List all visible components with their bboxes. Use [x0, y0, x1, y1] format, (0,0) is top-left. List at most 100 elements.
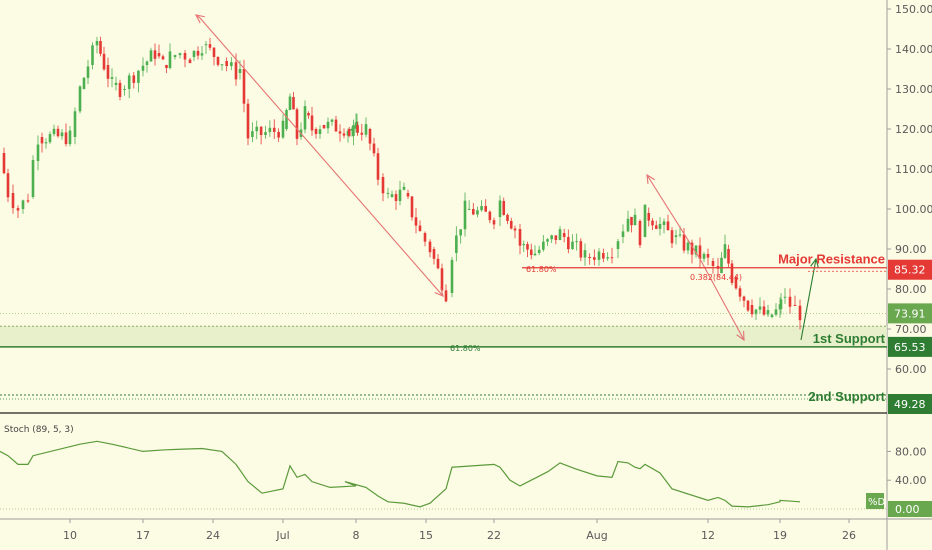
candle-body — [11, 193, 15, 209]
stoch-y-tick-label-0: 80.00 — [895, 445, 927, 458]
first-support-label: 1st Support — [813, 331, 886, 346]
candle-body — [647, 213, 651, 221]
candle-body — [423, 233, 427, 242]
candle-body — [428, 241, 432, 253]
candle-body — [616, 241, 620, 249]
candle-body — [347, 129, 351, 136]
candle-body — [95, 41, 99, 46]
x-tick-label-2: 24 — [206, 529, 220, 542]
resistance-pricebox-text: 85.32 — [894, 264, 926, 277]
resistance-pricebox-bg — [888, 259, 932, 280]
candle-body — [26, 200, 30, 202]
candle-body — [398, 189, 402, 202]
candle-body — [727, 249, 730, 264]
candle-body — [234, 62, 238, 80]
candle-body — [110, 77, 114, 79]
candle-body — [338, 131, 342, 134]
candle-body — [606, 257, 609, 259]
candle-body — [246, 103, 250, 139]
candle-body — [372, 143, 376, 154]
candle-body — [583, 250, 587, 258]
arrow-down-1-start-head — [194, 14, 205, 24]
candle-body — [64, 132, 68, 145]
candle-body — [742, 296, 746, 301]
x-tick-label-1: 17 — [136, 529, 150, 542]
candle-body — [356, 125, 359, 133]
first-support-pricebox-bg — [888, 336, 932, 357]
candle-body — [488, 211, 492, 221]
candle-body — [165, 65, 168, 69]
candle-body — [610, 257, 614, 259]
candle-body — [56, 128, 60, 137]
candle-body — [783, 296, 787, 298]
stoch-d-line — [0, 440, 801, 508]
candle-body — [268, 127, 272, 133]
candle-body — [149, 50, 153, 62]
stoch-value-badge-text: 0.00 — [895, 503, 920, 516]
candle-body — [132, 75, 136, 83]
candle-body — [212, 47, 216, 57]
candle-body — [178, 53, 182, 56]
candle-body — [350, 128, 354, 131]
candle-body — [220, 64, 224, 66]
candle-body — [537, 249, 541, 253]
candle-body — [242, 69, 246, 104]
candle-body — [651, 220, 654, 226]
first-support-pricebox-text: 65.53 — [894, 341, 926, 354]
candle-body — [754, 309, 758, 315]
candle-body — [682, 234, 686, 251]
candle-body — [734, 277, 738, 289]
arrow-down-1-head — [434, 287, 444, 297]
second-support-pricebox-bg — [888, 394, 932, 414]
stoch-y-tick-label-1: 40.00 — [895, 474, 927, 487]
candle-body — [334, 119, 338, 132]
candle-body — [626, 218, 630, 232]
candle-body — [788, 296, 792, 307]
candle-body — [192, 50, 196, 57]
candle-body — [310, 115, 314, 131]
candle-body — [550, 235, 553, 240]
arrow-up — [800, 258, 817, 341]
x-tick-label-8: 12 — [701, 529, 715, 542]
candle-body — [798, 305, 802, 321]
candle-body — [738, 288, 742, 297]
candle-body — [509, 220, 513, 229]
y-tick-label-3: 120.00 — [895, 123, 932, 136]
candle-body — [390, 194, 394, 197]
candle-body — [225, 61, 228, 67]
candle-body — [476, 210, 479, 215]
candle-body — [352, 125, 355, 136]
candle-body — [381, 177, 385, 194]
candle-body — [546, 239, 549, 242]
candle-body — [21, 200, 25, 209]
candle-body — [2, 153, 6, 174]
candle-body — [444, 290, 448, 302]
candle-body — [643, 204, 647, 237]
y-tick-label-0: 150.00 — [895, 3, 932, 16]
candle-body — [48, 134, 52, 143]
arrow-up-head — [810, 257, 819, 268]
candle-body — [118, 82, 122, 97]
candle-body — [40, 137, 44, 144]
candle-body — [285, 110, 288, 129]
candle-body — [506, 214, 509, 221]
candle-body — [342, 133, 346, 136]
candle-body — [196, 50, 200, 56]
candle-body — [492, 220, 496, 225]
y-tick-label-6: 90.00 — [895, 243, 927, 256]
last-price-box-text: 73.91 — [894, 307, 926, 320]
candle-body — [711, 261, 715, 266]
candle-body — [102, 53, 106, 70]
stoch-value-badge-bg — [888, 501, 932, 517]
fib-label-resistance: 61.80% — [526, 265, 557, 274]
candle-body — [360, 132, 364, 135]
candle-body — [82, 77, 86, 89]
candle-body — [762, 306, 766, 315]
candle-body — [440, 268, 444, 291]
candle-body — [255, 126, 259, 132]
candle-body — [277, 131, 280, 138]
candle-body — [750, 305, 754, 315]
arrow-down-1 — [199, 17, 444, 297]
